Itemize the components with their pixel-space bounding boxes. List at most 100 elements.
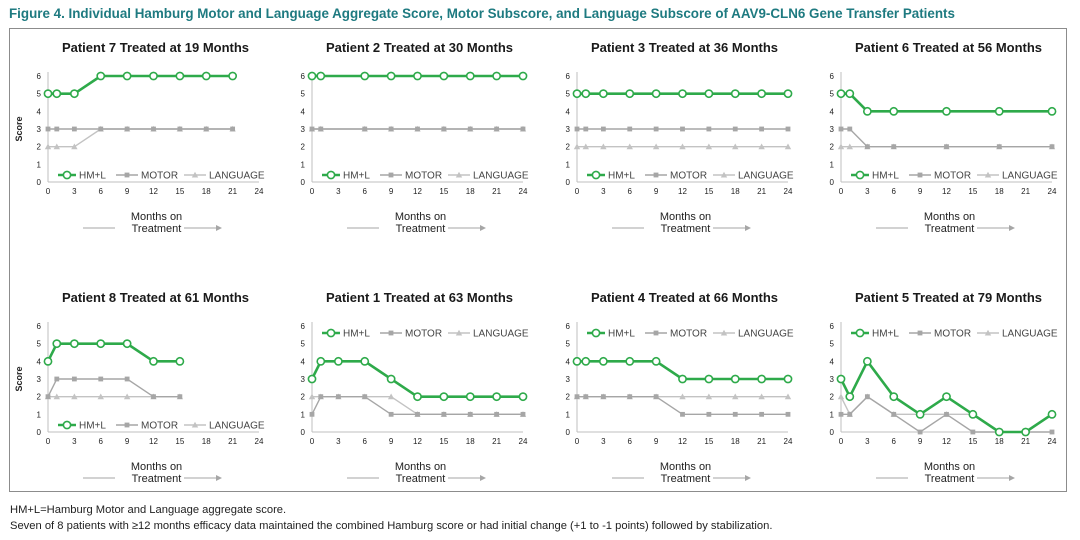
data-point-motor — [388, 411, 394, 417]
x-tick-label: 18 — [202, 187, 211, 196]
legend-label: HM+L — [608, 329, 635, 340]
chart-legend: HM+L MOTOR LANGUAGE — [585, 169, 794, 182]
y-tick-label: 3 — [830, 125, 835, 134]
legend-swatch-marker — [326, 170, 336, 180]
data-point-hm-l — [704, 89, 714, 99]
data-point-hm-l — [316, 356, 326, 366]
legend-item-bg — [643, 327, 703, 339]
x-tick-label: 3 — [72, 187, 77, 196]
x-tick-label: 3 — [601, 187, 606, 196]
x-tick-label: 9 — [125, 187, 130, 196]
legend-swatch-marker — [191, 421, 199, 428]
x-axis-arrow-head — [480, 225, 486, 231]
x-axis-arrow-head — [216, 225, 222, 231]
chart-legend: HM+L MOTOR LANGUAGE — [849, 169, 1058, 182]
chart-title: Patient 5 Treated at 79 Months — [855, 290, 1042, 305]
data-point-language — [837, 143, 845, 150]
data-point-hm-l — [465, 71, 475, 81]
legend-swatch-marker — [388, 172, 394, 178]
y-tick-label: 1 — [566, 160, 571, 169]
data-point-motor — [177, 394, 183, 400]
y-tick-label: 0 — [830, 428, 835, 437]
data-point-hm-l — [845, 89, 855, 99]
data-point-motor — [627, 394, 633, 400]
chart-title: Patient 6 Treated at 56 Months — [855, 40, 1042, 55]
data-point-hm-l — [704, 374, 714, 384]
data-point-motor — [318, 126, 324, 132]
data-point-hm-l — [730, 89, 740, 99]
data-point-language — [71, 143, 78, 150]
y-tick-label: 0 — [830, 178, 835, 187]
x-tick-label: 21 — [492, 187, 501, 196]
legend-item-bg — [378, 327, 438, 339]
data-point-language — [846, 143, 853, 150]
data-point-motor — [732, 126, 738, 132]
data-point-hm-l — [492, 392, 502, 402]
y-tick-label: 5 — [830, 90, 835, 99]
x-axis-label: Treatment — [132, 473, 182, 485]
data-point-hm-l — [360, 71, 370, 81]
x-tick-label: 9 — [918, 437, 923, 446]
x-tick-label: 9 — [918, 187, 923, 196]
data-point-motor — [891, 411, 897, 417]
y-tick-label: 6 — [301, 322, 306, 331]
y-tick-label: 2 — [301, 393, 306, 402]
x-axis-arrow-head — [1009, 225, 1015, 231]
data-point-language — [71, 393, 78, 400]
x-axis-arrow-head — [480, 475, 486, 481]
legend-label: LANGUAGE — [473, 171, 529, 182]
data-point-hm-l — [572, 89, 582, 99]
legend-swatch-marker — [720, 171, 728, 178]
data-point-motor — [54, 376, 60, 382]
x-tick-label: 6 — [628, 187, 633, 196]
data-point-language — [732, 143, 739, 150]
x-tick-label: 9 — [654, 187, 659, 196]
data-point-motor — [996, 144, 1002, 150]
legend-swatch-marker — [653, 330, 659, 336]
data-point-hm-l — [439, 71, 449, 81]
legend-item-bg — [975, 169, 1055, 181]
series-line-motor — [47, 378, 180, 398]
x-tick-label: 6 — [892, 187, 897, 196]
data-point-hm-l — [69, 89, 79, 99]
x-tick-label: 18 — [202, 437, 211, 446]
x-tick-label: 6 — [892, 437, 897, 446]
data-point-hm-l — [316, 71, 326, 81]
y-tick-label: 3 — [830, 375, 835, 384]
data-point-hm-l — [175, 71, 185, 81]
x-tick-label: 24 — [1048, 437, 1057, 446]
legend-label: HM+L — [343, 171, 370, 182]
legend-swatch-marker — [855, 170, 865, 180]
data-point-hm-l — [439, 392, 449, 402]
x-tick-label: 15 — [439, 187, 448, 196]
x-axis-label: Treatment — [925, 473, 975, 485]
legend-item-bg — [182, 419, 262, 431]
data-point-language — [784, 143, 792, 150]
y-tick-label: 4 — [566, 357, 571, 366]
x-tick-label: 21 — [757, 437, 766, 446]
x-tick-label: 12 — [942, 187, 951, 196]
y-tick-label: 6 — [37, 72, 42, 81]
series-line-hm-l — [46, 342, 180, 363]
data-point-hm-l — [572, 356, 582, 366]
x-tick-label: 0 — [310, 187, 315, 196]
x-tick-label: 15 — [704, 187, 713, 196]
data-point-hm-l — [836, 89, 846, 99]
data-point-hm-l — [52, 89, 62, 99]
y-tick-label: 1 — [37, 160, 42, 169]
legend-item-bg — [907, 169, 967, 181]
chart-legend: HM+L MOTOR LANGUAGE — [56, 169, 265, 182]
x-axis-label: Treatment — [396, 473, 446, 485]
x-tick-label: 15 — [439, 437, 448, 446]
y-tick-label: 4 — [37, 357, 42, 366]
y-tick-label: 3 — [37, 375, 42, 384]
data-point-hm-l — [942, 106, 951, 116]
data-point-hm-l — [862, 356, 872, 366]
y-tick-label: 5 — [301, 340, 306, 349]
y-tick-label: 3 — [37, 125, 42, 134]
x-tick-label: 3 — [601, 437, 606, 446]
data-point-motor — [335, 394, 341, 400]
y-tick-label: 2 — [301, 143, 306, 152]
